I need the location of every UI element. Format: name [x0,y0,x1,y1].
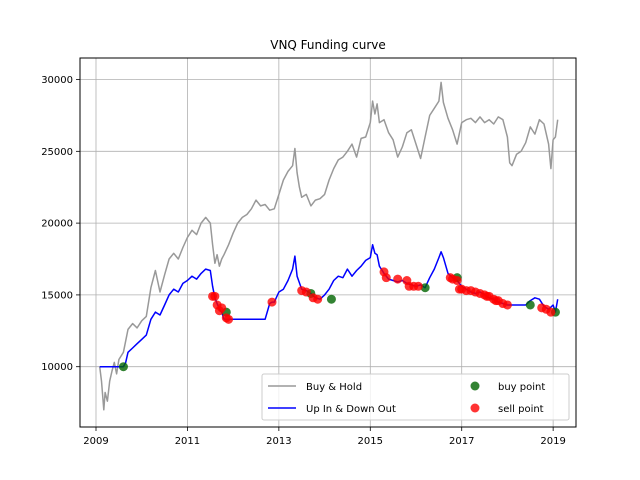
x-tick-label: 2009 [83,436,108,447]
x-tick-label: 2013 [266,436,291,447]
x-tick-label: 2011 [175,436,200,447]
legend-buy-hold-label: Buy & Hold [306,382,362,393]
x-axis: 2009 2011 2013 2015 2017 2019 [83,427,566,447]
chart-title: VNQ Funding curve [270,38,386,52]
plot-area [98,81,560,411]
sell-point-marker [313,294,323,304]
y-tick-label: 15000 [41,290,73,301]
sell-point-marker [224,314,234,324]
x-tick-label: 2017 [449,436,474,447]
grid-lines [80,58,576,427]
sell-point-marker [502,300,512,310]
axes-frame [79,57,577,428]
legend-buy-point-marker [470,381,480,391]
buy-hold-series-line [98,81,559,411]
y-tick-label: 10000 [41,362,73,373]
sell-point-marker [217,303,227,313]
legend-up-in-down-out-label: Up In & Down Out [306,404,396,415]
sell-point-marker [546,307,556,317]
sell-point-marker [381,273,391,283]
sell-point-marker [267,297,277,307]
sell-point-marker [413,281,423,291]
legend-sell-point-marker [470,403,480,413]
legend-buy-point-label: buy point [498,382,545,393]
y-tick-label: 30000 [41,75,73,86]
sell-point-marker [210,291,220,301]
sell-point-marker [301,287,311,297]
sell-point-marker [393,274,403,284]
y-tick-label: 25000 [41,147,73,158]
buy-point-marker [420,283,430,293]
x-tick-label: 2019 [540,436,565,447]
sell-point-marker [452,276,462,286]
x-tick-label: 2015 [358,436,383,447]
legend-sell-point-label: sell point [498,404,544,415]
buy-point-marker [118,362,128,372]
y-tick-label: 20000 [41,219,73,230]
legend: Buy & Hold Up In & Down Out buy point se… [261,373,570,421]
buy-point-marker [525,300,535,310]
y-axis: 10000 15000 20000 25000 30000 [41,75,80,373]
legend-box [261,373,570,421]
buy-point-marker [326,294,336,304]
